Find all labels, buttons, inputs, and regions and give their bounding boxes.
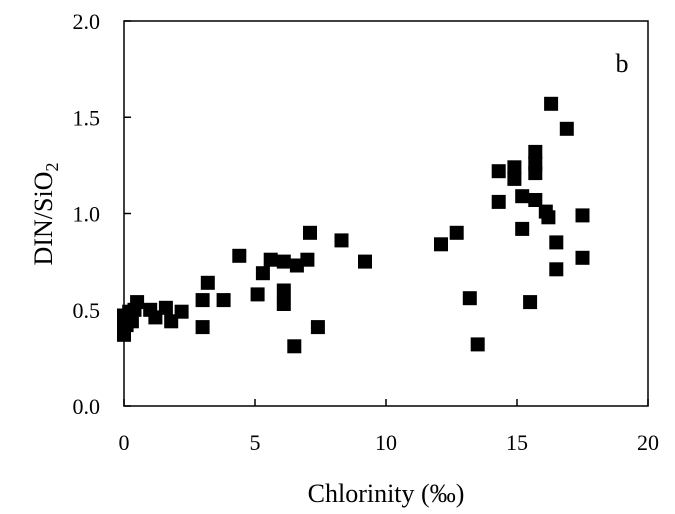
data-point (528, 193, 543, 207)
y-axis-title: DIN/SiO2 (29, 163, 62, 266)
data-point (491, 194, 506, 209)
data-point (528, 166, 543, 181)
data-point (276, 254, 291, 269)
y-tick-label: 1.5 (73, 105, 101, 130)
x-tick-label: 0 (119, 430, 130, 455)
data-point (515, 221, 530, 236)
data-point (263, 252, 278, 267)
x-tick-label: 20 (637, 430, 659, 455)
data-point (300, 252, 315, 267)
x-tick-label: 15 (506, 430, 528, 455)
data-point (200, 275, 215, 290)
data-point (449, 225, 464, 240)
data-point (575, 208, 590, 223)
data-point (303, 225, 317, 240)
data-point (287, 339, 302, 354)
data-point (470, 337, 485, 352)
data-point (310, 320, 325, 335)
data-point (216, 293, 231, 308)
data-point (528, 144, 543, 159)
data-point (195, 293, 210, 308)
y-tick-label: 0.0 (73, 394, 101, 419)
x-tick-label: 10 (375, 430, 397, 455)
data-point (158, 300, 173, 315)
data-point (232, 248, 247, 263)
data-point (434, 237, 448, 252)
data-points (117, 96, 590, 354)
data-point (515, 189, 530, 204)
data-point (507, 160, 522, 175)
data-point (549, 262, 564, 277)
data-point (523, 295, 538, 310)
data-point (575, 250, 590, 265)
x-axis: 0 5 10 15 20 (119, 399, 659, 455)
x-tick-label: 5 (250, 430, 261, 455)
y-axis-title-main: DIN/SiO (29, 172, 58, 266)
y-axis: 0.0 0.5 1.0 1.5 2.0 (73, 9, 131, 419)
data-point (462, 291, 477, 306)
data-point (358, 254, 372, 269)
data-point (334, 233, 349, 248)
panel-label: b (616, 49, 629, 78)
data-point (195, 320, 210, 335)
y-axis-title-subscript: 2 (42, 163, 62, 172)
data-point (255, 266, 270, 281)
data-point (276, 297, 291, 311)
data-point (276, 283, 291, 298)
plot-frame (123, 20, 649, 407)
data-point (174, 304, 189, 319)
data-point (541, 210, 556, 225)
data-point (549, 235, 564, 250)
data-point (124, 314, 139, 329)
data-point (559, 121, 574, 136)
data-point (544, 96, 559, 111)
data-point (250, 287, 265, 302)
y-tick-label: 1.0 (73, 202, 101, 227)
data-point (507, 171, 522, 186)
x-axis-title: Chlorinity (‰) (308, 479, 465, 508)
y-tick-label: 2.0 (73, 9, 101, 34)
data-point (491, 164, 506, 179)
y-tick-label: 0.5 (73, 298, 101, 323)
data-point (130, 295, 145, 310)
